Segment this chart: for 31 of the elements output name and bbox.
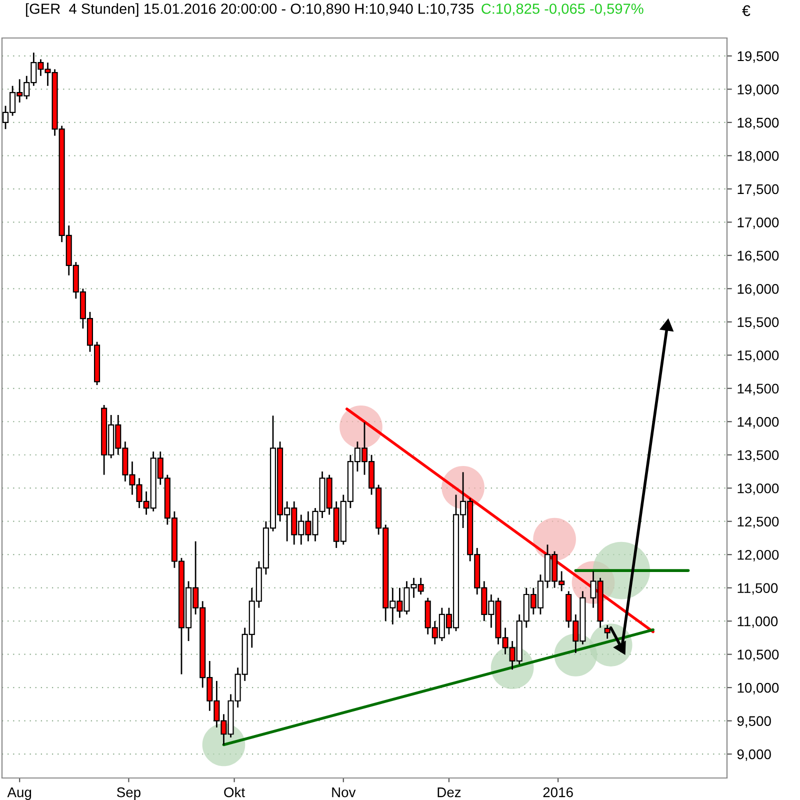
- x-tick-label: Aug: [7, 788, 32, 800]
- x-tick-label: Dez: [438, 788, 461, 798]
- y-tick-label: 14,500: [738, 384, 779, 396]
- chart-subtitle: C:10,825 -0,065 -0,597%: [482, 4, 644, 16]
- y-tick-label: 17,500: [738, 184, 779, 196]
- y-tick-label: 18,500: [738, 118, 779, 130]
- y-tick-label: 16,500: [738, 250, 779, 262]
- y-tick-label: 9,500: [737, 716, 771, 728]
- y-tick-label: 19,000: [738, 84, 779, 96]
- y-tick-label: 10,000: [738, 682, 779, 694]
- y-tick-label: 11,500: [738, 583, 778, 595]
- x-tick-label: Sep: [116, 787, 140, 800]
- y-tick-label: 18,000: [738, 151, 779, 162]
- y-tick-label: 13,500: [738, 450, 779, 462]
- y-axis-title: €: [742, 5, 750, 16]
- x-tick-label: 2016: [543, 787, 573, 798]
- y-tick-label: 15,000: [738, 350, 779, 362]
- y-tick-label: 15,500: [738, 317, 779, 329]
- y-tick-label: 12,500: [738, 516, 779, 528]
- y-tick-label: 19,500: [738, 51, 779, 63]
- y-tick-label: 14,000: [738, 416, 779, 428]
- x-tick-label: Okt: [224, 787, 245, 798]
- y-tick-label: 10,500: [738, 650, 779, 662]
- y-tick-label: 16,000: [738, 284, 779, 296]
- y-tick-label: 11,000: [738, 616, 778, 628]
- y-tick-label: 13,000: [738, 483, 779, 495]
- y-tick-label: 12,000: [738, 550, 779, 562]
- y-tick-label: 9,000: [737, 749, 771, 761]
- y-tick-label: 17,000: [738, 218, 779, 229]
- chart-title: [GER 4 Stunden] 15.01.2016 20:00:00 - O:10,890 H:10,940 L:10,735: [26, 3, 474, 17]
- x-tick-label: Nov: [332, 788, 356, 798]
